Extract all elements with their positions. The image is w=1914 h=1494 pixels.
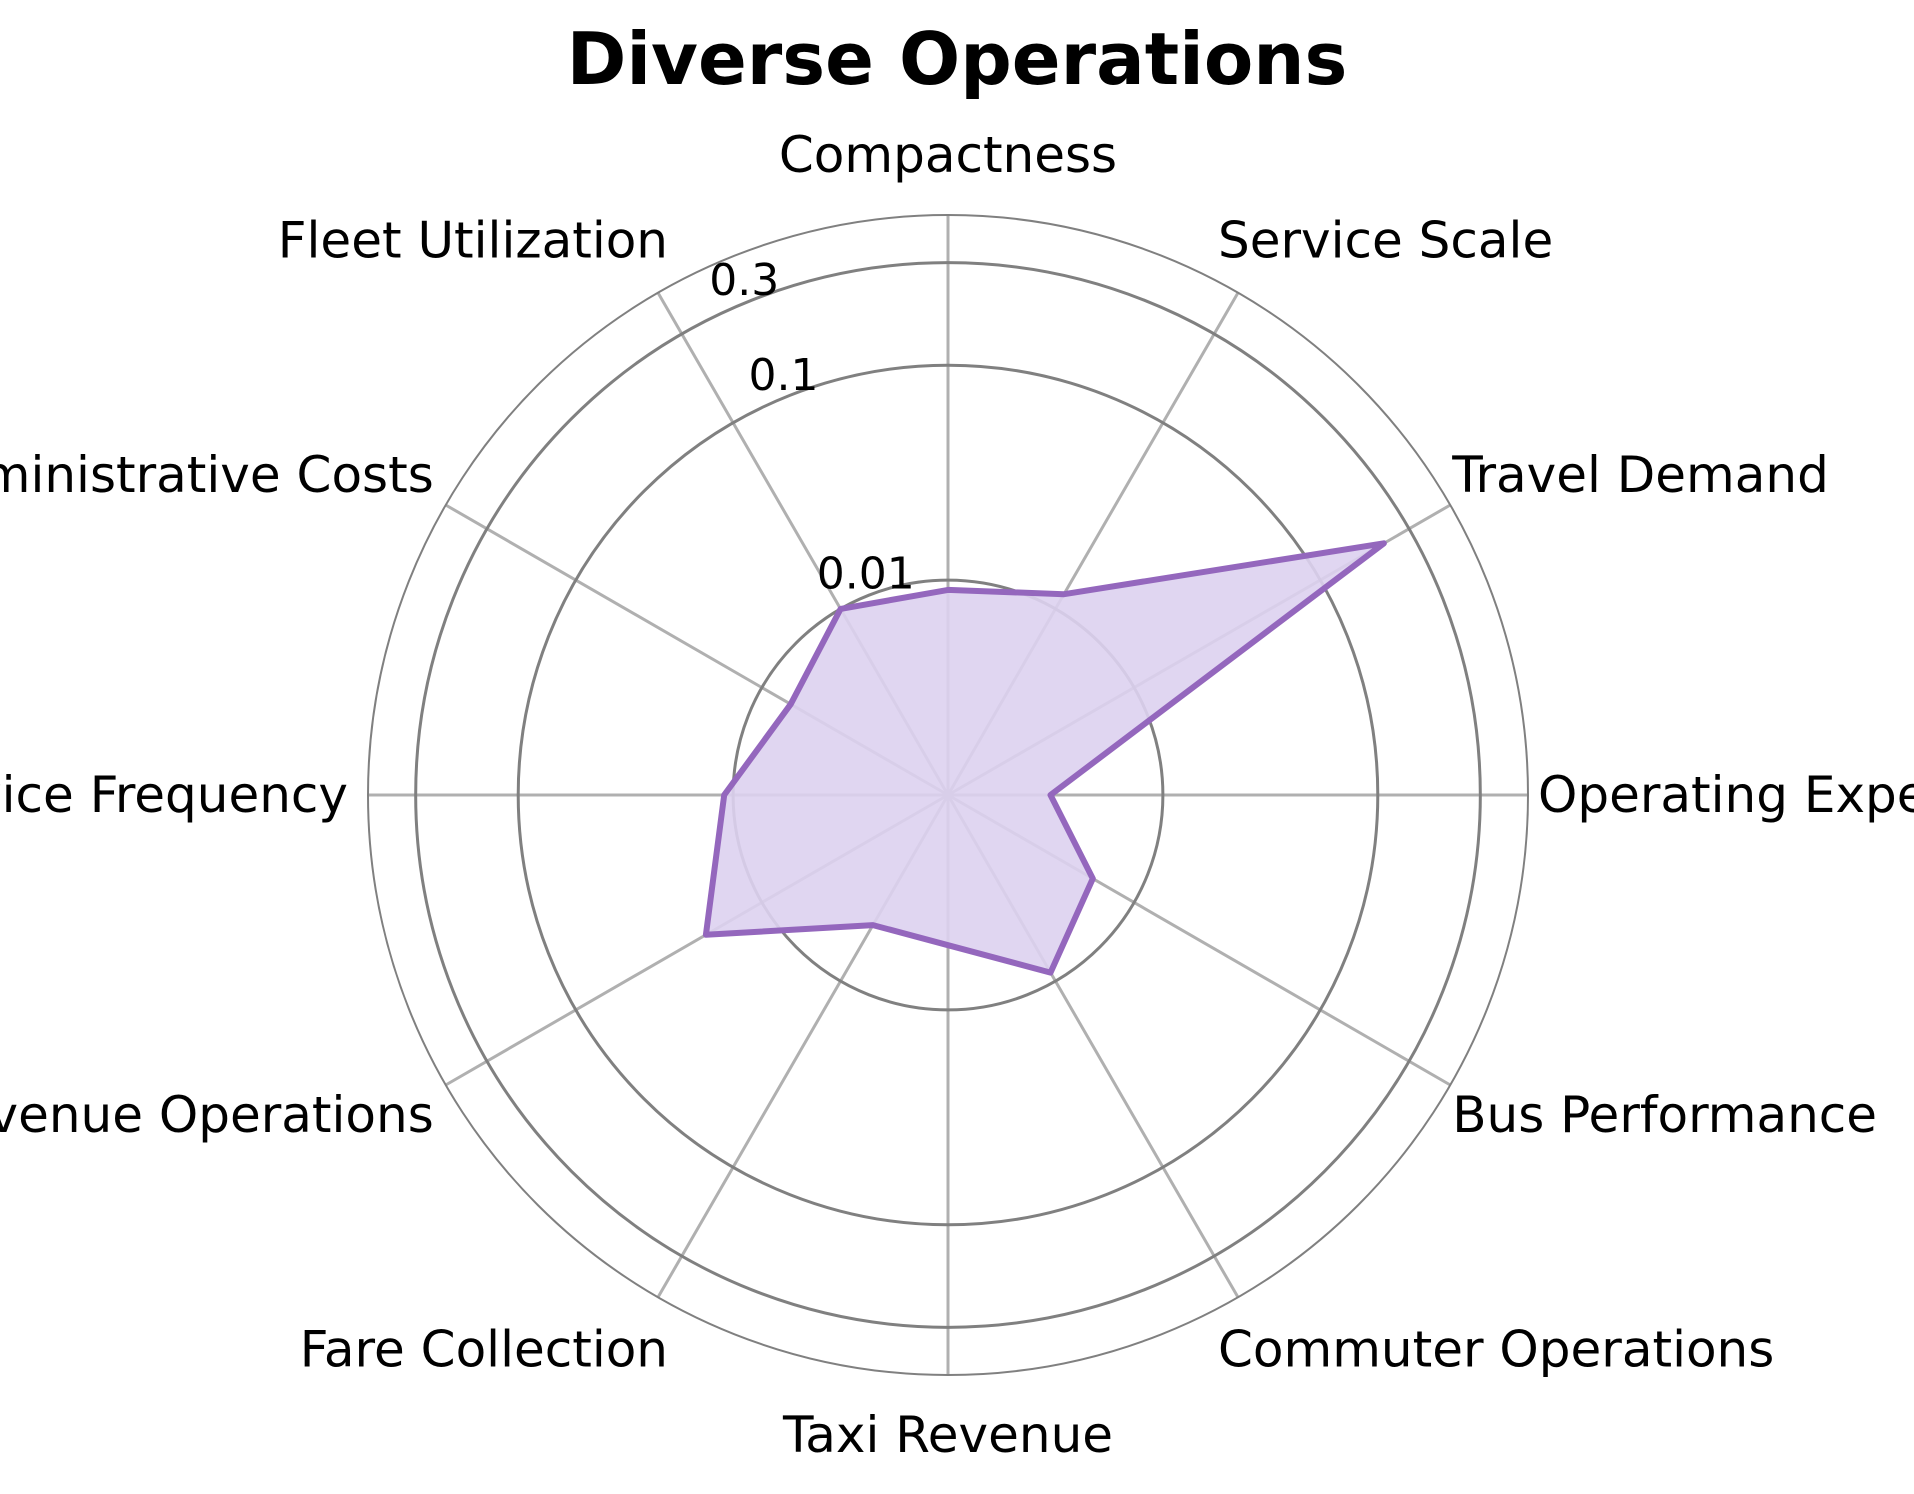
axis-label-1: Service Scale — [1218, 212, 1553, 270]
series-point-10 — [790, 703, 792, 705]
axis-label-7: Fare Collection — [300, 1320, 668, 1378]
grid-ring-1 — [516, 363, 1380, 1227]
series-point-9 — [723, 794, 725, 796]
r-tick-label-2: 0.3 — [709, 255, 779, 306]
axis-label-0: Compactness — [779, 126, 1117, 184]
axis-label-layer: Compactness Service Scale Travel Demand Ope… — [0, 126, 1914, 1464]
series-point-3 — [1050, 794, 1052, 796]
series-point-8 — [705, 934, 707, 936]
series-point-7 — [872, 924, 874, 926]
series-point-4 — [1092, 878, 1094, 880]
series-point-5 — [1050, 972, 1052, 974]
tick-label-layer: 0.01 0.1 0.3 — [709, 255, 914, 599]
series-point-11 — [840, 608, 842, 610]
axis-label-9: Service Frequency — [0, 766, 348, 824]
r-tick-label-0: 0.01 — [817, 548, 915, 599]
axis-label-10: Administrative Costs — [0, 446, 434, 504]
r-tick-label-1: 0.1 — [749, 350, 819, 401]
series-layer — [702, 540, 1387, 976]
chart-title: Diverse Operations — [567, 17, 1348, 101]
series-point-0 — [947, 589, 949, 591]
grid-ring-2 — [414, 261, 1482, 1329]
series-area — [705, 543, 1384, 973]
axis-label-8: Revenue Operations — [0, 1086, 434, 1144]
axis-label-5: Commuter Operations — [1218, 1320, 1774, 1378]
series-point-1 — [1063, 593, 1065, 595]
axis-label-4: Bus Performance — [1452, 1086, 1877, 1144]
axis-label-11: Fleet Utilization — [278, 212, 668, 270]
series-point-2 — [1383, 542, 1385, 544]
series-point-6 — [947, 944, 949, 946]
outer-circle — [367, 214, 1529, 1376]
axis-label-6: Taxi Revenue — [782, 1406, 1113, 1464]
axis-label-3: Operating Expenses — [1538, 766, 1914, 824]
axis-label-2: Travel Demand — [1451, 446, 1829, 504]
